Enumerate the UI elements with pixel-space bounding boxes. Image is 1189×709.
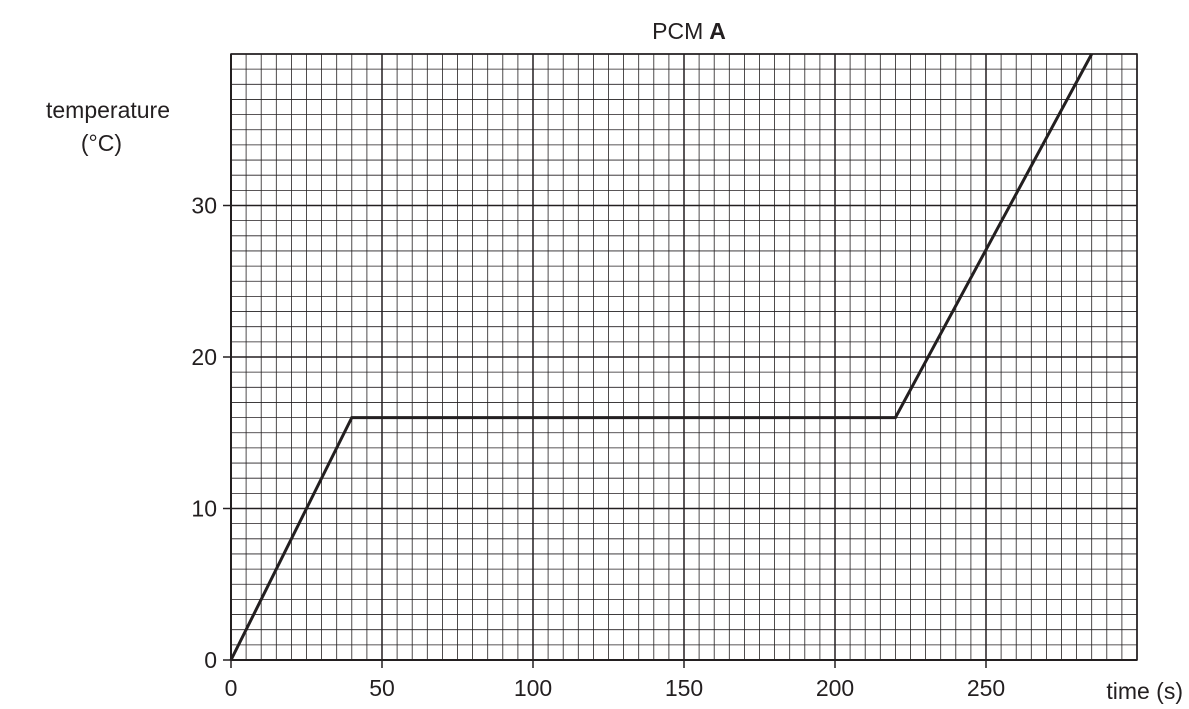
x-axis-label: time (s) xyxy=(1106,678,1183,704)
x-tick-label: 0 xyxy=(225,675,238,701)
chart-title: PCM A xyxy=(652,18,726,44)
chart-title-letter: A xyxy=(709,18,726,44)
x-tick-label: 200 xyxy=(816,675,854,701)
x-tick-label: 250 xyxy=(967,675,1005,701)
y-tick-label: 30 xyxy=(191,193,217,219)
x-tick-label: 100 xyxy=(514,675,552,701)
y-tick-label: 10 xyxy=(191,496,217,522)
tick-marks xyxy=(223,206,986,669)
x-tick-label: 50 xyxy=(369,675,395,701)
tick-labels: 0 50 100 150 200 250 0 10 20 30 xyxy=(191,193,1005,702)
chart-title-prefix: PCM xyxy=(652,18,703,44)
y-axis-label-line1: temperature xyxy=(46,97,170,123)
y-tick-label: 0 xyxy=(204,647,217,673)
x-tick-label: 150 xyxy=(665,675,703,701)
y-axis-label-line2: (°C) xyxy=(81,130,122,156)
y-tick-label: 20 xyxy=(191,344,217,370)
